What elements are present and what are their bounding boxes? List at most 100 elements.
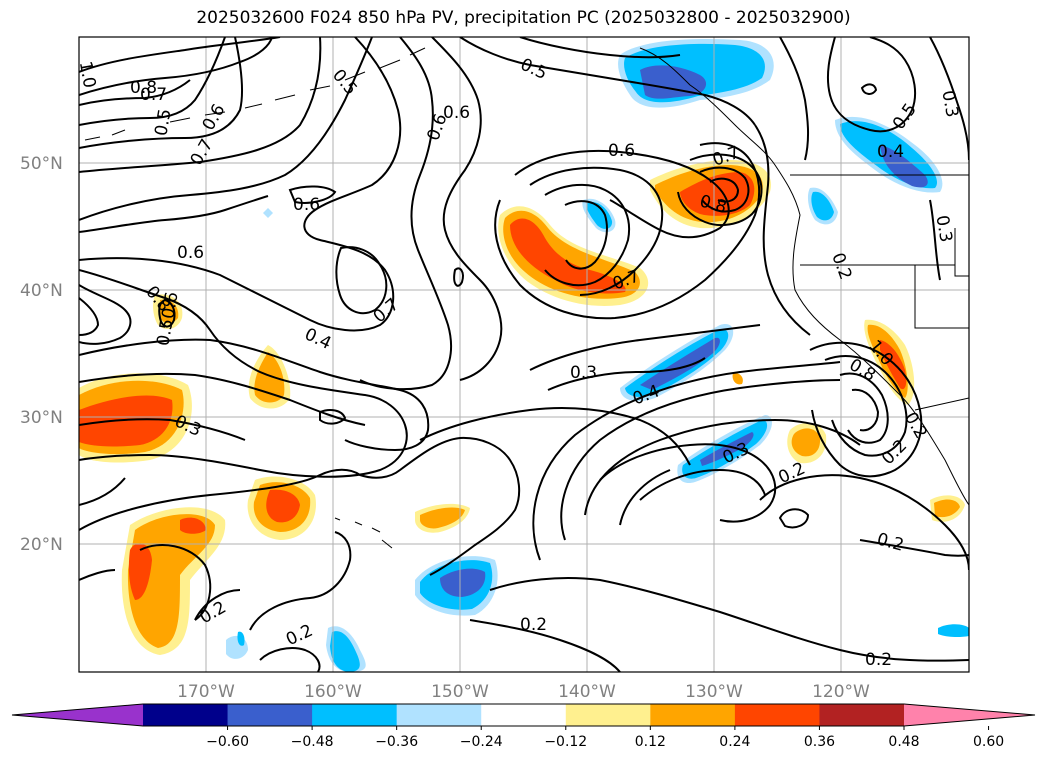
precip-positive-area [128,543,152,600]
hawaii-islands [334,517,393,549]
chart-title: 2025032600 F024 850 hPa PV, precipitatio… [196,8,851,28]
pv-contour [79,269,408,478]
precip-positive-area [79,395,173,447]
precip-negative-area [700,432,754,466]
colorbar-segment [227,704,313,726]
colorbar-tick-label: −0.60 [206,734,249,750]
lat-tick-labels: 50°N 40°N 30°N 20°N [20,154,63,555]
pv-contour [779,37,809,161]
pv-contour [851,388,880,432]
pv-contour [529,166,664,296]
precip-shading [79,38,969,672]
contour-label: 0.5 [517,55,550,85]
pv-contour [929,37,969,161]
colorbar-tick-label: 0.36 [804,734,835,750]
us-mexico-border [914,397,969,411]
lat-tick-label: 40°N [20,281,63,301]
contour-label: 0.2 [283,621,316,651]
pv-contour [259,647,321,672]
precip-negative-area [440,568,486,597]
pv-contour [79,418,246,441]
precip-positive-area [680,172,755,216]
pv-contour [547,357,706,391]
precip-negative-area [263,208,273,218]
colorbar-segment [650,704,736,726]
lon-tick-label: 150°W [431,682,489,702]
pv-contour [459,37,756,126]
contour-label: 0.2 [827,250,855,282]
pv-contour [584,418,861,516]
lon-tick-label: 130°W [685,682,743,702]
lat-tick-label: 30°N [20,408,63,428]
lon-tick-labels: 170°W 160°W 150°W 140°W 130°W 120°W [177,682,870,702]
pv-contour [431,37,503,381]
pv-contour [79,37,281,73]
contour-label: 0.6 [443,103,470,123]
contour-label: 0.6 [293,195,320,215]
contour-label: 0.3 [937,89,961,119]
pv-contour [79,195,269,233]
contour-label: 0.7 [187,136,218,169]
precip-positive-area [266,489,300,523]
precip-positive-area [880,340,907,390]
colorbar-segment [143,704,229,726]
pv-contour [839,372,889,444]
precip-negative-area [330,631,360,672]
colorbar-tick-label: 0.24 [719,734,750,750]
pv-contour [489,577,969,662]
pv-contour [79,297,100,336]
contour-label: 0.2 [520,615,547,635]
precip-negative-area [640,337,720,390]
pv-contour [419,407,691,466]
pv-contour [79,284,132,345]
colorbar-tick-label: −0.48 [291,734,334,750]
pv-contour [532,361,841,561]
precip-positive-area [934,499,960,518]
colorbar-tick-label: 0.60 [973,734,1004,750]
precip-positive-area [732,372,743,385]
pv-contour [79,569,116,581]
pv-contour [754,124,811,336]
pv-contour [319,409,347,425]
pv-contour [519,37,681,59]
contour-label: 0.5 [151,107,175,137]
contour-label: 0.3 [570,363,597,383]
precip-positive-area [420,507,465,529]
lat-tick-label: 20°N [20,535,63,555]
colorbar-tick-label: −0.24 [460,734,503,750]
pv-contour [544,183,630,287]
colorbar-extend-high [904,704,1035,726]
contour-label: 0.2 [196,597,229,628]
precip-positive-area [180,517,206,534]
pv-contour [158,298,176,328]
lat-tick-label: 50°N [20,154,63,174]
pv-contour [453,267,464,287]
pv-contour [194,589,241,621]
state-border [954,228,969,277]
pv-contour [826,37,917,133]
pv-contour [564,200,608,270]
pv-contour [469,619,621,672]
pv-contour [824,355,908,457]
colorbar-extend-low [12,704,143,726]
pv-contour [79,37,273,96]
colorbar-segment [312,704,398,726]
colorbar-segment [481,704,567,726]
contour-label: 0.6 [158,290,182,320]
colorbar-tick-label: −0.12 [544,734,587,750]
pv-contour [79,37,244,149]
pv-contour [139,544,212,621]
lon-tick-label: 140°W [558,682,616,702]
contour-label: 0.4 [301,324,334,354]
pv-contour [860,83,878,95]
pv-contour [560,379,841,541]
pv-contour [639,468,766,501]
precip-negative-area [811,191,834,221]
pv-contour [79,372,366,426]
pv-contour [79,37,373,221]
pv-contour [335,246,388,315]
colorbar-tick-label: 0.48 [888,734,919,750]
contour-label: 0.7 [370,294,404,327]
precip-negative-area [938,624,969,638]
